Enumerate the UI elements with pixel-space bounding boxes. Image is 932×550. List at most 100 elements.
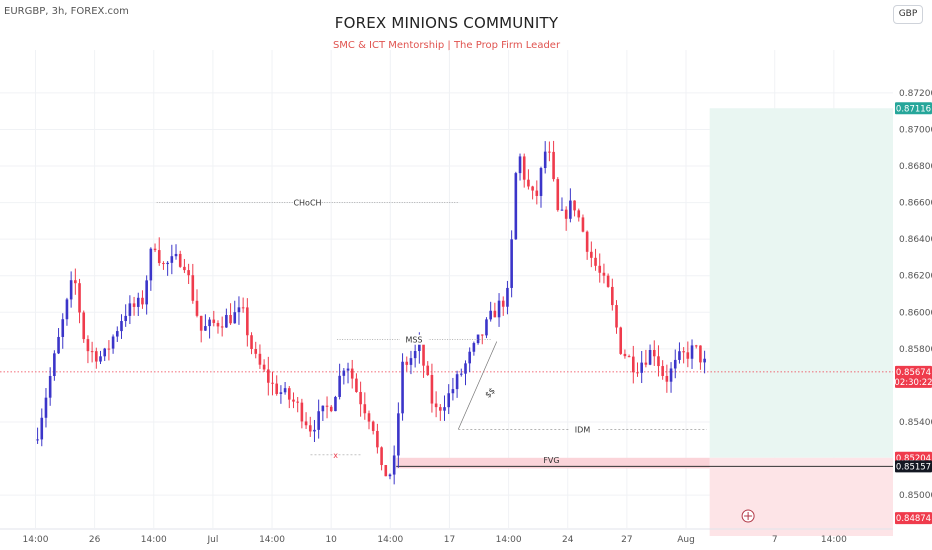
mss-label-bg — [399, 334, 428, 345]
candle-body — [225, 314, 228, 328]
candle-body — [476, 334, 480, 344]
candle-body — [233, 312, 237, 324]
candle-body — [166, 262, 169, 265]
candle-body — [132, 303, 136, 307]
candle-body — [170, 256, 174, 263]
candle-body — [199, 315, 203, 331]
price-tag-dark — [895, 460, 932, 473]
idm-label-bg — [568, 424, 597, 435]
candle-body — [439, 407, 442, 411]
candle-body — [195, 300, 199, 316]
candle-body — [531, 186, 534, 191]
candle-body — [376, 430, 379, 448]
candle-body — [409, 358, 413, 365]
candle-body — [162, 263, 165, 265]
price-tag-countdown: 02:30:22 — [894, 378, 932, 388]
candle-body — [246, 307, 249, 336]
chart-title: FOREX MINIONS COMMUNITY — [334, 14, 559, 32]
candle-body — [57, 336, 60, 354]
stop-zone — [709, 457, 893, 536]
candle-body — [678, 351, 681, 360]
candle-body — [115, 331, 119, 337]
candle-body — [455, 374, 459, 390]
candle-body — [644, 362, 648, 365]
candle-body — [640, 362, 643, 373]
candle-body — [569, 200, 572, 219]
candle-body — [602, 272, 606, 276]
candle-body — [397, 413, 400, 456]
candle-body — [430, 374, 434, 404]
candle-body — [665, 375, 669, 382]
candle-body — [128, 303, 132, 316]
candle-body — [573, 200, 576, 211]
candle-body — [581, 217, 585, 232]
candle-body — [313, 429, 316, 432]
candle-body — [413, 351, 417, 359]
candle-body — [577, 210, 581, 218]
candle-body — [703, 358, 706, 363]
candle-body — [48, 376, 52, 398]
x-tick-label: 24 — [562, 535, 574, 545]
candle-body — [682, 351, 685, 353]
candle-body — [237, 307, 241, 313]
candle-body — [36, 439, 39, 441]
candle-body — [141, 297, 144, 305]
x-tick-label: 10 — [325, 535, 337, 545]
candle-body — [527, 179, 530, 187]
candle-body — [124, 315, 127, 322]
candle-body — [359, 391, 362, 405]
candle-body — [355, 378, 358, 392]
candle-body — [90, 351, 94, 353]
candle-body — [380, 447, 383, 466]
candle-body — [489, 310, 492, 320]
candle-body — [501, 300, 505, 307]
candle-body — [673, 359, 677, 369]
candle-body — [346, 368, 350, 371]
candle-body — [556, 179, 560, 211]
candle-body — [418, 343, 421, 352]
candle-body — [518, 156, 522, 174]
candle-body — [208, 319, 211, 327]
candle-body — [296, 401, 299, 403]
candle-body — [258, 353, 262, 365]
candle-body — [426, 365, 430, 375]
symbol-line: EURGBP, 3h, FOREX.com — [4, 6, 129, 17]
candle-body — [99, 356, 102, 362]
x-tick-label: 17 — [444, 535, 455, 545]
x-tick-label: Aug — [677, 535, 695, 545]
candle-body — [149, 248, 153, 281]
candle-body — [350, 368, 354, 379]
candle-body — [204, 326, 207, 331]
candle-body — [279, 392, 283, 394]
candle-body — [434, 403, 438, 408]
target-zone — [709, 108, 893, 458]
candle-body — [267, 369, 270, 383]
currency-button[interactable]: GBP — [893, 5, 923, 24]
candle-body — [606, 275, 610, 287]
x-tick-label: 14:00 — [141, 535, 167, 545]
candle-body — [560, 209, 564, 211]
candle-body — [157, 250, 161, 264]
candle-body — [220, 326, 224, 328]
candle-body — [82, 312, 86, 340]
candle-body — [74, 280, 77, 284]
candle-body — [522, 156, 526, 180]
candle-body — [342, 370, 346, 376]
candle-body — [308, 425, 312, 432]
candle-body — [451, 389, 455, 394]
liquidity-label: $$ — [483, 386, 497, 400]
candle-body — [136, 297, 140, 307]
candle-body — [145, 280, 148, 305]
candle-body — [300, 402, 304, 422]
candle-body — [283, 388, 287, 393]
fvg-label: FVG — [543, 456, 559, 465]
candle-body — [212, 319, 216, 323]
candle-body — [611, 286, 614, 306]
